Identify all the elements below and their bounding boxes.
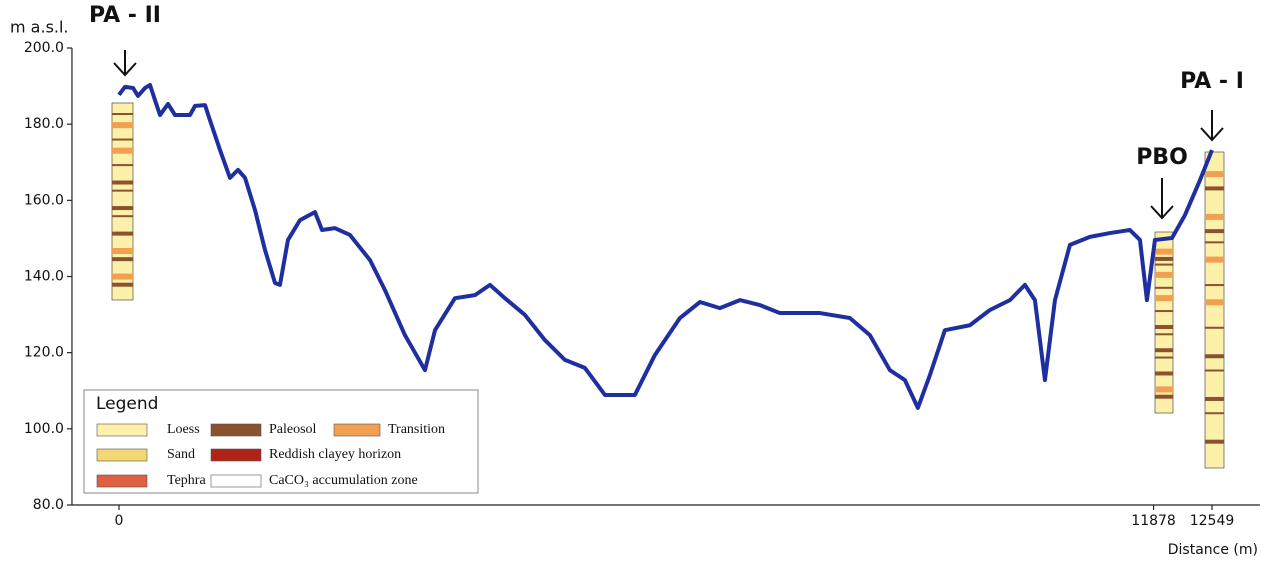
- strat-band: [1155, 371, 1173, 376]
- legend-swatch: [210, 448, 262, 462]
- y-tick-label: 100.0: [24, 421, 64, 437]
- legend-box: [83, 389, 479, 494]
- strat-band: [1155, 356, 1173, 359]
- legend-swatch: [333, 423, 381, 437]
- strat-band: [1205, 354, 1224, 359]
- y-axis-label: m a.s.l.: [10, 18, 69, 37]
- legend-label: CaCO₃ accumulation zone: [269, 473, 418, 488]
- strat-band: [1155, 394, 1173, 399]
- strat-band: [1155, 324, 1173, 329]
- strat-band: [1205, 326, 1224, 329]
- strat-band: [1155, 295, 1173, 302]
- strat-band: [1205, 213, 1224, 220]
- legend-label: Transition: [388, 422, 445, 437]
- x-tick-label: 11878: [1131, 513, 1176, 529]
- y-tick-label: 120.0: [24, 345, 64, 361]
- strat-band: [1205, 229, 1224, 234]
- y-tick-label: 140.0: [24, 269, 64, 285]
- annotation: PA - I: [1180, 69, 1244, 94]
- strat-column: [111, 102, 134, 301]
- annotation-arrow: [1200, 110, 1224, 142]
- legend-swatch: [96, 423, 148, 437]
- strat-band: [112, 215, 133, 218]
- strat-band: [1155, 348, 1173, 353]
- legend-swatch: [210, 423, 262, 437]
- strat-band: [1205, 186, 1224, 191]
- x-tick-label: 12549: [1190, 513, 1235, 529]
- y-tick-label: 200.0: [24, 40, 64, 56]
- legend-swatch: [210, 474, 262, 488]
- strat-band: [1205, 369, 1224, 372]
- strat-band: [112, 282, 133, 287]
- strat-band: [1205, 241, 1224, 244]
- strat-band: [112, 138, 133, 141]
- strat-column: [1204, 151, 1225, 469]
- strat-band: [112, 113, 133, 115]
- strat-band: [1205, 171, 1224, 178]
- legend-title: Legend: [96, 394, 158, 414]
- y-tick-label: 80.0: [33, 497, 64, 513]
- x-axis-label: Distance (m): [1168, 542, 1258, 558]
- strat-band: [112, 189, 133, 192]
- strat-band: [1205, 439, 1224, 444]
- annotation-arrow: [113, 50, 137, 77]
- strat-band: [1155, 248, 1173, 255]
- strat-band: [1205, 256, 1224, 263]
- strat-band: [1205, 284, 1224, 287]
- legend-label: Loess: [167, 422, 200, 437]
- legend-label: Paleosol: [269, 422, 317, 437]
- strat-band: [112, 147, 133, 154]
- strat-band: [1205, 396, 1224, 401]
- profile-line: [117, 82, 1214, 410]
- legend-label: Tephra: [167, 473, 206, 488]
- strat-band: [1205, 299, 1224, 306]
- strat-band: [1155, 256, 1173, 261]
- legend-swatch: [96, 448, 148, 462]
- strat-band: [112, 248, 133, 255]
- strat-band: [112, 164, 133, 167]
- y-tick-label: 180.0: [24, 116, 64, 132]
- strat-band: [112, 180, 133, 185]
- y-tick-label: 160.0: [24, 192, 64, 208]
- strat-band: [1155, 271, 1173, 278]
- strat-band: [112, 257, 133, 262]
- x-tick-label: 0: [115, 513, 124, 529]
- strat-band: [1155, 386, 1173, 393]
- legend-label: Sand: [167, 447, 195, 462]
- strat-band: [1155, 286, 1173, 289]
- annotation: PA - II: [89, 3, 161, 28]
- strat-band: [112, 122, 133, 129]
- strat-band: [1155, 333, 1173, 336]
- strat-columns: [111, 102, 1225, 469]
- legend-label: Reddish clayey horizon: [269, 447, 401, 462]
- strat-band: [1155, 310, 1173, 313]
- strat-band: [112, 273, 133, 280]
- legend: Legend Loess Paleosol Transition Sand Reddis…: [83, 389, 479, 494]
- legend-swatch: [96, 474, 148, 488]
- strat-band: [112, 206, 133, 211]
- strat-band: [1155, 263, 1173, 266]
- strat-band: [1205, 412, 1224, 415]
- strat-band: [112, 231, 133, 236]
- annotation-arrow: [1150, 178, 1174, 220]
- annotation: PBO: [1136, 145, 1188, 170]
